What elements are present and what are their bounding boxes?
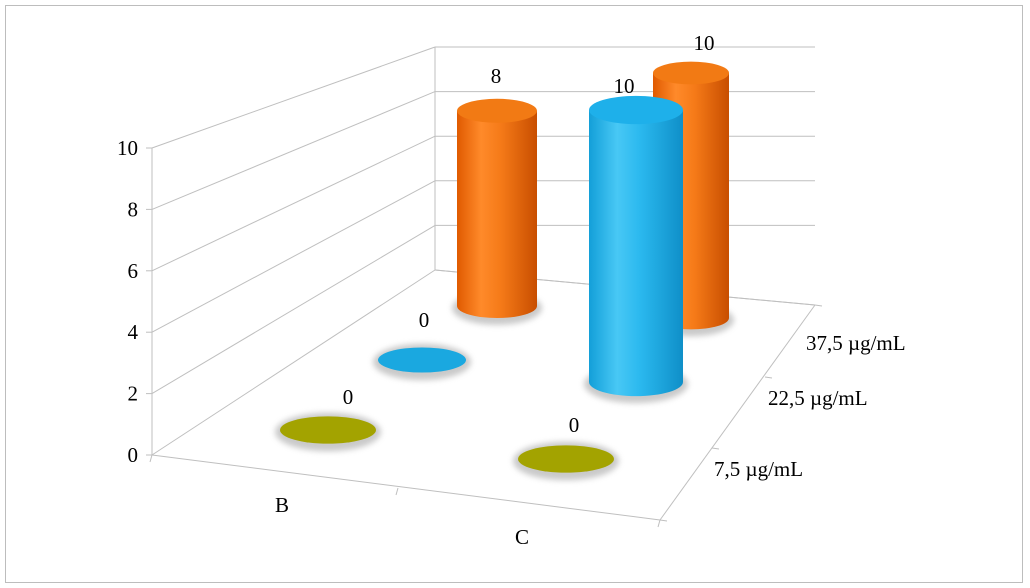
series-label-37-5: 37,5 µg/mL [806, 331, 906, 355]
depth-tick-mark [764, 376, 773, 379]
y-tick-label: 4 [128, 320, 139, 344]
bar-b-series-0 [275, 412, 381, 452]
left-wall-gridline [151, 46, 436, 149]
y-tick-label: 2 [128, 382, 139, 406]
left-wall-gridline [151, 269, 436, 456]
x-axis: B C [275, 493, 529, 549]
depth-axis: 7,5 µg/mL 22,5 µg/mL 37,5 µg/mL [714, 331, 906, 481]
y-tick-label: 8 [128, 197, 139, 221]
bar-top [589, 95, 683, 125]
data-label-b-7-5: 0 [343, 385, 354, 409]
floor-right-edge [659, 304, 816, 521]
bar-disc [518, 445, 614, 473]
left-wall-gridline [151, 224, 436, 395]
bar-c-series-1 [584, 95, 688, 404]
category-label-b: B [275, 493, 289, 517]
y-axis: 0 2 4 6 8 10 [117, 136, 139, 467]
data-label-c-7-5: 0 [569, 413, 580, 437]
data-label-c-37-5: 10 [694, 31, 715, 55]
data-labels: 0 0 0 10 8 10 [343, 31, 715, 437]
depth-tick-mark [659, 519, 668, 522]
chart-walls [146, 46, 823, 528]
bar-b-series-1 [373, 343, 471, 381]
y-tick-label: 6 [128, 259, 139, 283]
y-tick-label: 0 [128, 443, 139, 467]
bar-top [653, 61, 729, 85]
bar-disc [378, 347, 466, 373]
left-wall-gridline [151, 180, 436, 333]
bar-disc [280, 416, 376, 444]
data-label-c-22-5: 10 [614, 74, 635, 98]
category-label-c: C [515, 525, 529, 549]
left-wall-gridline [151, 135, 436, 272]
bar-b-series-2 [452, 98, 542, 325]
left-wall-gridline [151, 91, 436, 210]
bar-c-series-0 [513, 441, 619, 481]
x-tick-mark [149, 454, 153, 463]
depth-tick-mark [814, 304, 823, 307]
floor-front-edge [151, 454, 661, 521]
bar-body [457, 110, 537, 318]
data-label-b-22-5: 0 [419, 308, 430, 332]
data-label-b-37-5: 8 [491, 64, 502, 88]
y-tick-label: 10 [117, 136, 138, 160]
bar-top [457, 98, 537, 123]
series-label-7-5: 7,5 µg/mL [714, 457, 803, 481]
bar-body [589, 110, 683, 397]
x-tick-mark [657, 519, 661, 528]
chart-bars [275, 61, 734, 481]
series-label-22-5: 22,5 µg/mL [768, 386, 868, 410]
depth-tick-mark [711, 447, 720, 450]
x-tick-mark [395, 487, 399, 496]
